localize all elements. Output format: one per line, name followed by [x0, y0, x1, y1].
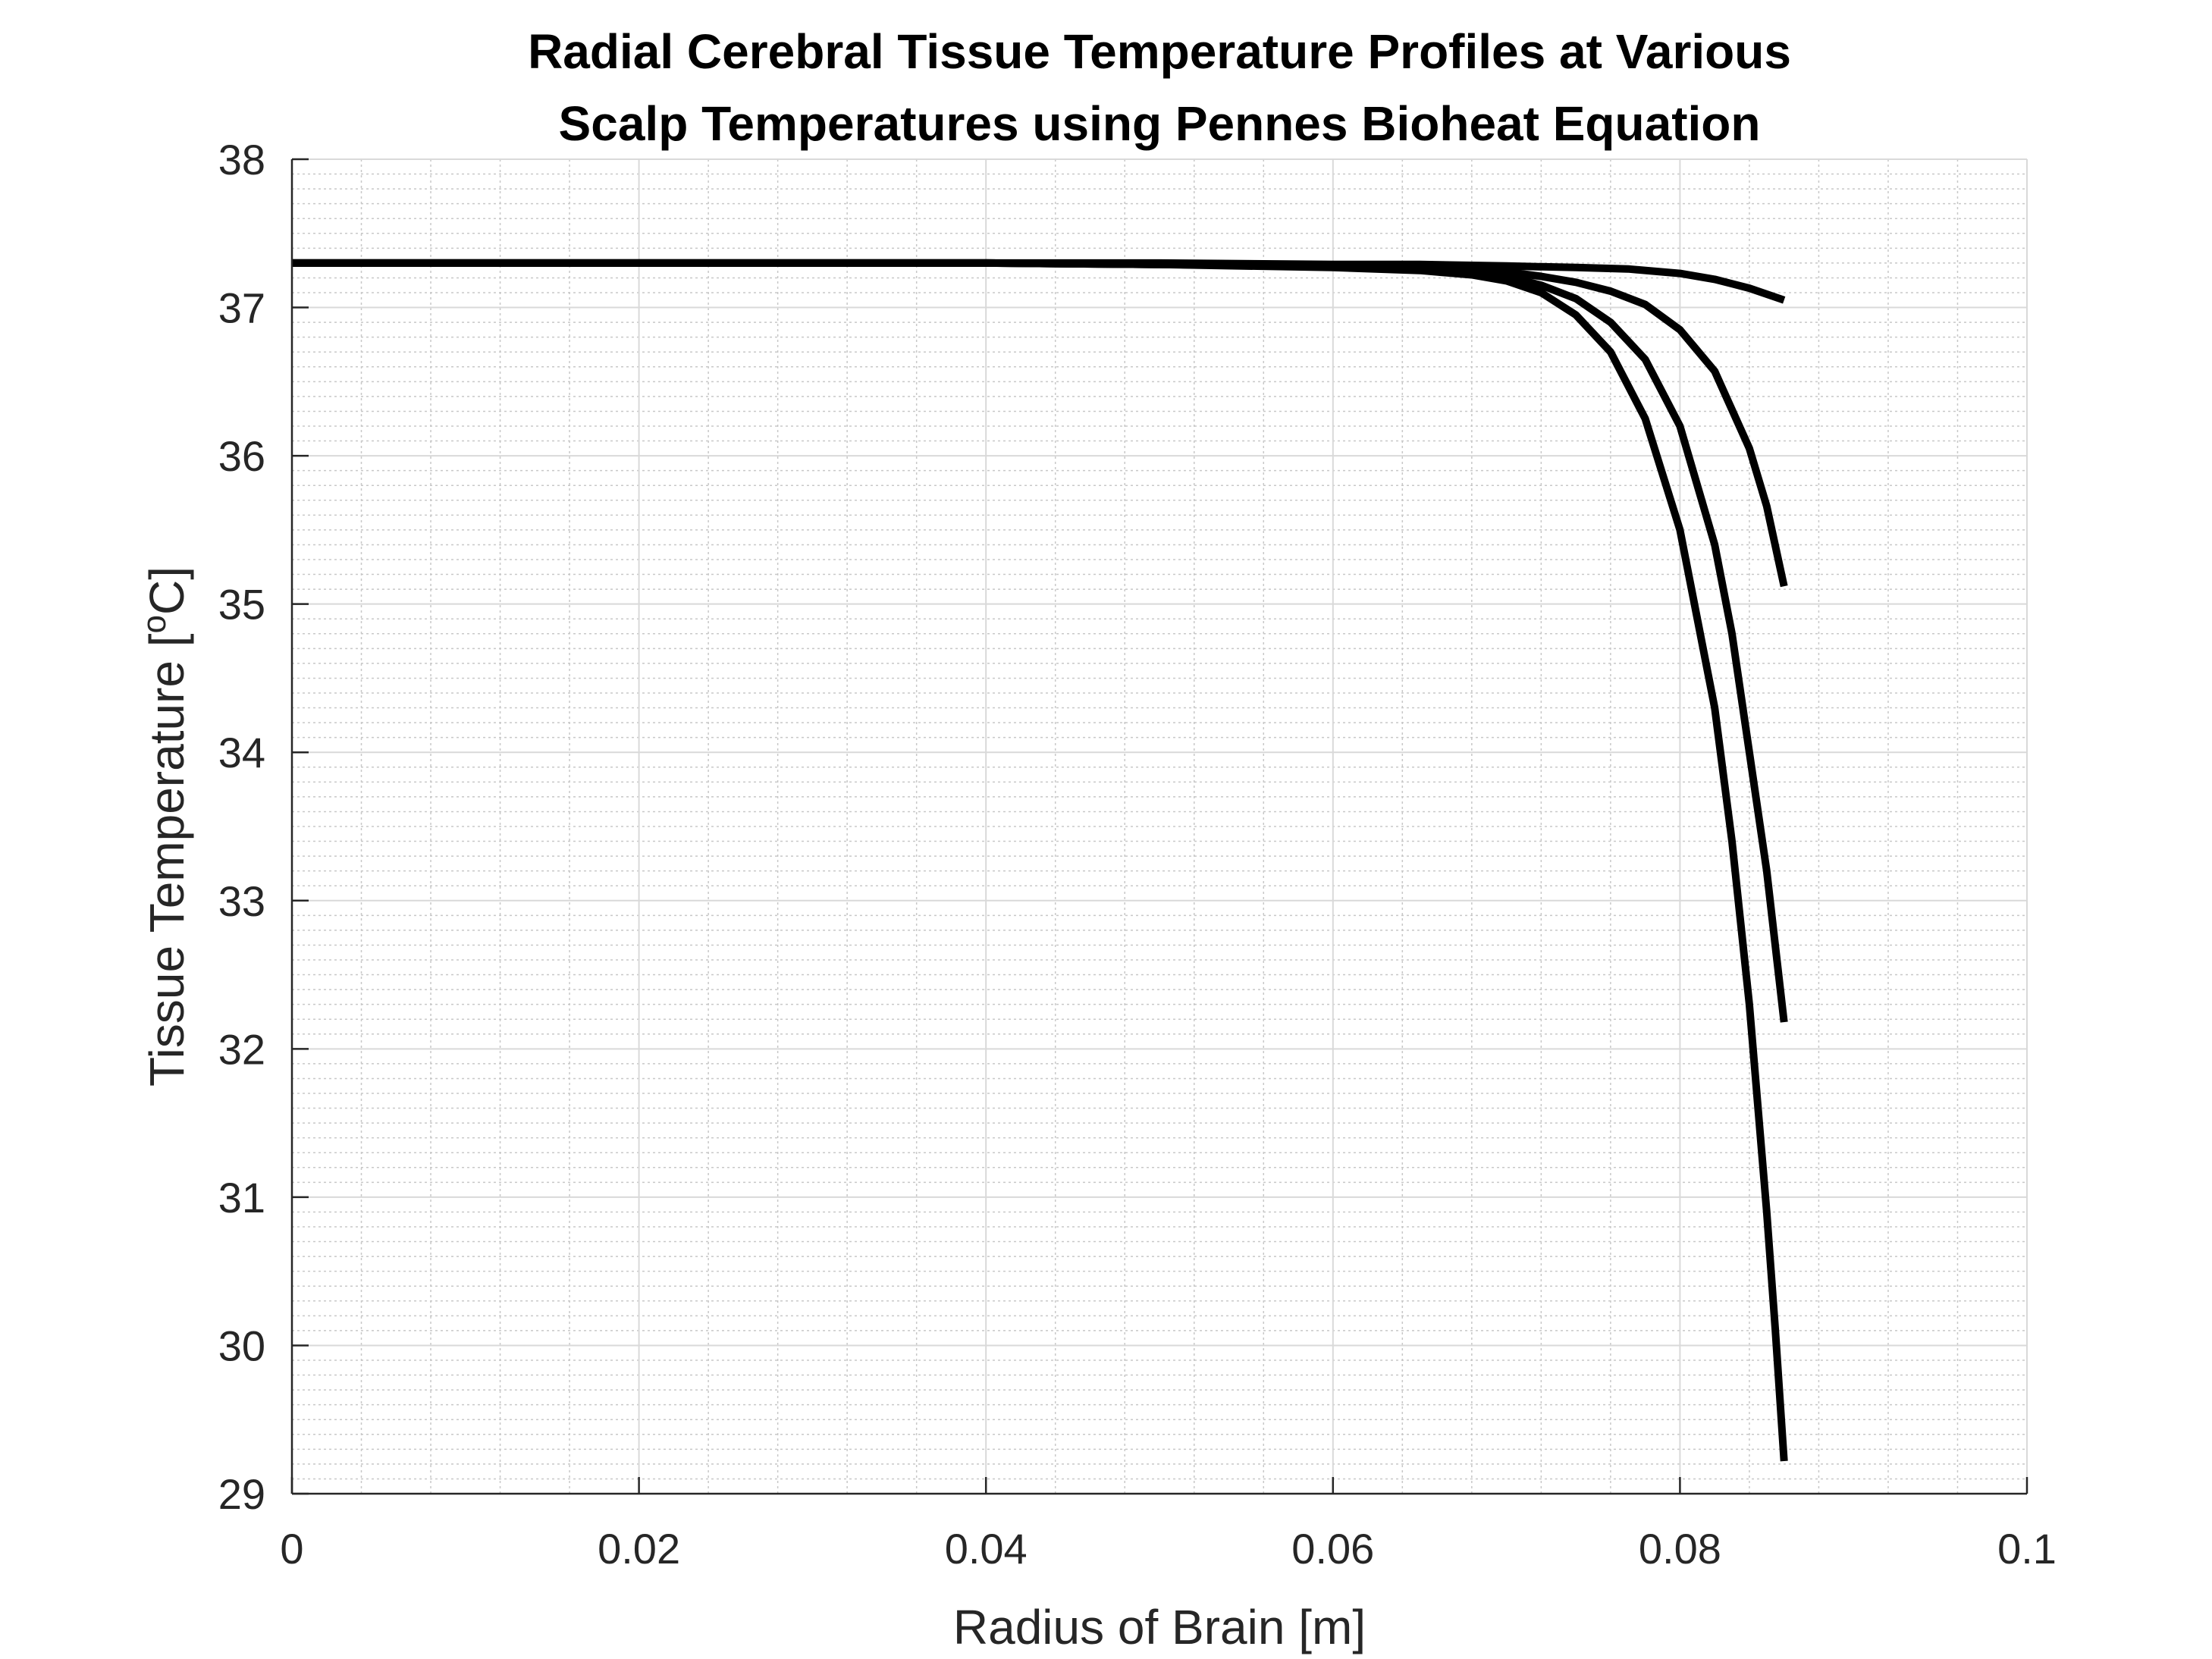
- y-tick-label: 30: [218, 1322, 265, 1369]
- axes: [290, 159, 2027, 1495]
- x-tick-label: 0.08: [1639, 1525, 1721, 1573]
- y-axis-label: Tissue Temperature [oC]: [136, 566, 194, 1087]
- x-tick-label: 0.1: [1997, 1525, 2057, 1573]
- x-tick-label: 0.06: [1291, 1525, 1374, 1573]
- chart-title-line-1: Radial Cerebral Tissue Temperature Profi…: [528, 24, 1791, 79]
- x-tick-label: 0: [280, 1525, 303, 1573]
- y-tick-label: 29: [218, 1470, 265, 1518]
- y-axis-label-superscript: o: [136, 615, 173, 633]
- x-axis-label: Radius of Brain [m]: [953, 1600, 1366, 1654]
- y-tick-labels: 29 30 31 32 33 34 35 36 37 38: [218, 136, 265, 1518]
- y-tick-label: 32: [218, 1025, 265, 1073]
- minor-grid: [292, 159, 2027, 1494]
- x-tick-labels: 0 0.02 0.04 0.06 0.08 0.1: [280, 1525, 2057, 1573]
- tick-marks: [290, 158, 2028, 1495]
- y-tick-label: 34: [218, 729, 265, 776]
- x-tick-label: 0.04: [945, 1525, 1028, 1573]
- y-tick-label: 35: [218, 581, 265, 629]
- y-axis-label-main: Tissue Temperature [: [140, 633, 194, 1087]
- series-layer: [292, 259, 1788, 1462]
- series-line-4: [292, 259, 1788, 1462]
- y-axis-label-unit: C]: [140, 566, 194, 615]
- y-tick-label: 36: [218, 432, 265, 480]
- y-tick-label: 33: [218, 877, 265, 925]
- y-tick-label: 31: [218, 1174, 265, 1222]
- chart-title-line-2: Scalp Temperatures using Pennes Bioheat …: [559, 96, 1761, 151]
- y-tick-label: 37: [218, 284, 265, 332]
- x-tick-label: 0.02: [598, 1525, 680, 1573]
- y-tick-label: 38: [218, 136, 265, 183]
